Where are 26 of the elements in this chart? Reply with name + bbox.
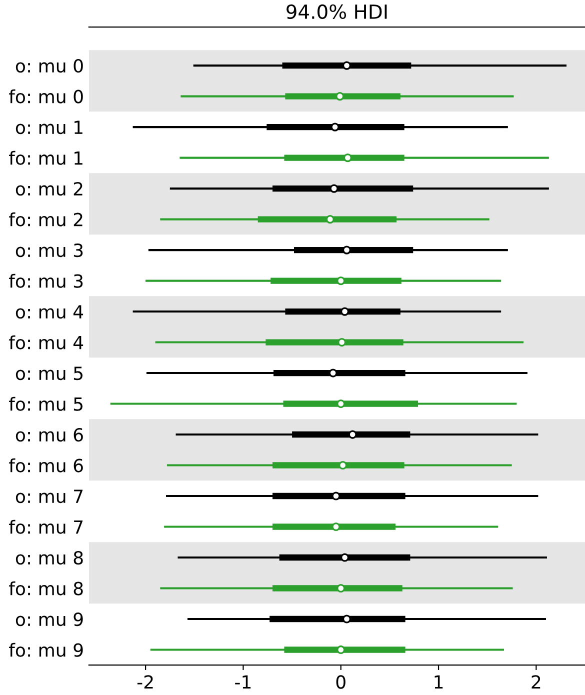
y-tick-label: fo: mu 6 xyxy=(8,458,83,472)
x-tick-label: 0 xyxy=(336,675,346,689)
y-tick-label: fo: mu 2 xyxy=(8,212,82,226)
y-tick-label: o: mu 3 xyxy=(16,243,83,258)
y-tick-label: fo: mu 8 xyxy=(8,581,83,596)
y-tick-label: fo: mu 7 xyxy=(8,520,83,534)
x-tick-label: -1 xyxy=(235,675,251,689)
y-tick-label: o: mu 9 xyxy=(16,612,83,626)
y-tick-label: fo: mu 0 xyxy=(8,89,83,104)
y-tick-label: fo: mu 5 xyxy=(8,396,82,411)
y-tick-label: o: mu 0 xyxy=(16,59,83,73)
y-tick-label: o: mu 7 xyxy=(16,490,83,504)
x-tick-label: 1 xyxy=(434,675,443,689)
y-tick-label: o: mu 4 xyxy=(16,305,84,319)
y-tick-label: o: mu 1 xyxy=(16,120,82,134)
y-tick-label: fo: mu 3 xyxy=(8,274,83,288)
y-tick-label: fo: mu 9 xyxy=(8,642,83,657)
y-tick-label: fo: mu 1 xyxy=(8,150,82,165)
y-tick-label: fo: mu 4 xyxy=(8,335,84,350)
y-tick-label: o: mu 8 xyxy=(16,550,83,565)
y-tick-label: o: mu 2 xyxy=(16,182,82,196)
x-tick-label: 2 xyxy=(532,675,540,689)
y-tick-label: o: mu 6 xyxy=(16,428,83,442)
y-tick-label: o: mu 5 xyxy=(16,366,82,380)
x-tick-label: -2 xyxy=(137,675,153,689)
chart-title: 94.0% HDI xyxy=(286,4,387,20)
